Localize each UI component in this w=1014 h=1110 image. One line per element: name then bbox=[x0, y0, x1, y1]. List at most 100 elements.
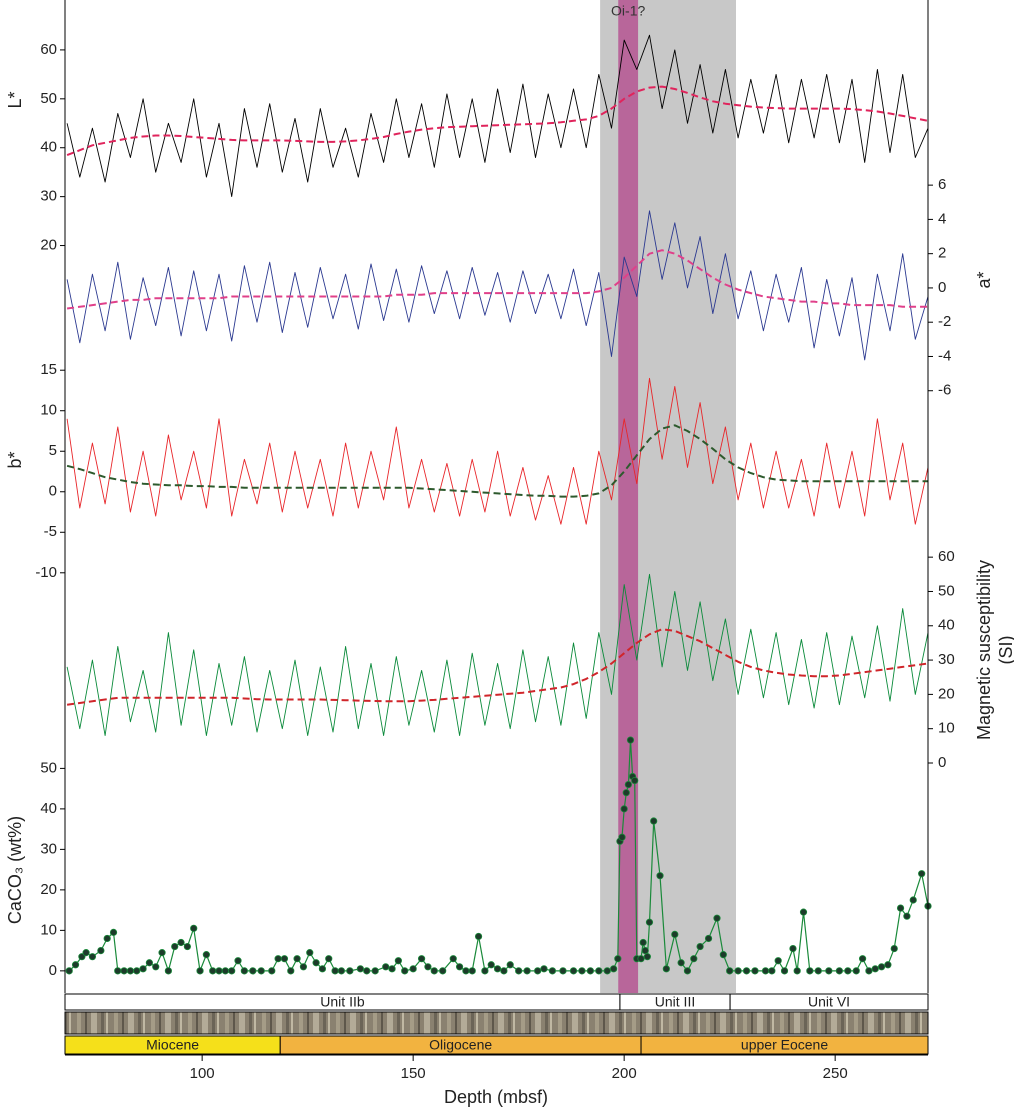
data-point bbox=[424, 963, 432, 971]
data-point bbox=[133, 967, 141, 975]
data-point bbox=[455, 963, 464, 971]
data-point bbox=[126, 967, 135, 975]
data-point bbox=[474, 932, 483, 941]
data-point bbox=[177, 938, 185, 947]
y-tick-label: 5 bbox=[49, 442, 57, 459]
data-point bbox=[877, 963, 886, 971]
data-point bbox=[371, 967, 379, 975]
unit-label: Unit III bbox=[655, 994, 695, 1010]
data-point bbox=[793, 967, 801, 975]
data-point bbox=[713, 914, 721, 922]
data-point bbox=[97, 947, 105, 955]
data-point bbox=[164, 967, 172, 975]
data-point bbox=[523, 967, 531, 975]
y-tick-label: -4 bbox=[938, 347, 951, 364]
data-point bbox=[158, 949, 166, 957]
data-point bbox=[468, 967, 476, 975]
data-point bbox=[109, 928, 118, 936]
y-tick-label: 0 bbox=[49, 962, 57, 979]
data-point bbox=[401, 967, 409, 975]
data-point bbox=[814, 967, 822, 975]
interval-band bbox=[618, 0, 639, 993]
data-point bbox=[903, 912, 911, 920]
y-axis-title: (SI) bbox=[996, 636, 1014, 665]
y-tick-label: 10 bbox=[40, 402, 57, 419]
data-point bbox=[656, 872, 664, 880]
y-tick-label: 50 bbox=[40, 759, 57, 776]
data-point bbox=[677, 959, 685, 967]
unit-label: Unit VI bbox=[808, 994, 850, 1010]
data-point bbox=[844, 967, 852, 975]
data-point bbox=[610, 965, 618, 973]
y-tick-label: 10 bbox=[938, 720, 955, 737]
y-axis-title: CaCO₃ (wt%) bbox=[5, 816, 25, 924]
data-point bbox=[196, 967, 204, 975]
data-point bbox=[88, 953, 97, 961]
data-line bbox=[66, 573, 929, 737]
unit-box bbox=[729, 993, 929, 1011]
y-tick-label: 20 bbox=[938, 685, 955, 702]
data-point bbox=[430, 967, 438, 975]
data-point bbox=[325, 955, 333, 963]
data-point bbox=[603, 967, 611, 975]
data-point bbox=[751, 967, 759, 975]
x-tick-label: 150 bbox=[401, 1065, 426, 1082]
data-point bbox=[548, 967, 557, 975]
data-point bbox=[618, 833, 626, 841]
x-tick-label: 100 bbox=[190, 1065, 215, 1082]
data-point bbox=[500, 967, 508, 975]
data-point bbox=[120, 967, 128, 975]
data-point bbox=[858, 955, 867, 963]
data-point bbox=[586, 967, 594, 975]
data-point bbox=[871, 965, 879, 973]
y-tick-label: 60 bbox=[40, 41, 57, 58]
data-point bbox=[734, 967, 742, 975]
data-point bbox=[228, 967, 236, 975]
data-point bbox=[293, 955, 301, 963]
data-point bbox=[346, 967, 354, 975]
data-point bbox=[515, 967, 523, 975]
data-point bbox=[209, 967, 217, 975]
data-point bbox=[865, 967, 873, 975]
y-tick-label: 60 bbox=[938, 548, 955, 565]
data-point bbox=[595, 967, 603, 975]
data-point bbox=[540, 965, 548, 973]
data-point bbox=[768, 967, 776, 975]
data-line bbox=[66, 210, 929, 361]
y-tick-label: 20 bbox=[40, 237, 57, 254]
data-line bbox=[68, 739, 929, 974]
data-point bbox=[221, 967, 229, 975]
data-point bbox=[152, 963, 160, 971]
data-point bbox=[631, 776, 639, 785]
data-line bbox=[66, 377, 929, 525]
data-point bbox=[462, 967, 470, 975]
data-point bbox=[620, 805, 628, 813]
data-point bbox=[835, 967, 843, 975]
data-point bbox=[268, 967, 276, 975]
data-point bbox=[356, 965, 365, 973]
data-point bbox=[641, 947, 649, 955]
data-point bbox=[388, 965, 396, 973]
x-tick-label: 200 bbox=[612, 1065, 637, 1082]
data-point bbox=[626, 736, 635, 744]
data-point bbox=[449, 955, 457, 963]
y-tick-label: 4 bbox=[938, 210, 946, 227]
data-point bbox=[318, 965, 327, 973]
data-point bbox=[337, 967, 346, 975]
y-tick-label: 30 bbox=[938, 651, 955, 668]
data-point bbox=[363, 967, 371, 975]
band-label: Oi-1? bbox=[611, 3, 645, 19]
y-tick-label: 40 bbox=[40, 139, 57, 156]
data-point bbox=[82, 949, 90, 957]
y-tick-label: -2 bbox=[938, 313, 951, 330]
y-axis-title: a* bbox=[974, 271, 994, 288]
data-point bbox=[650, 817, 658, 825]
data-point bbox=[331, 967, 339, 975]
data-point bbox=[171, 942, 179, 951]
data-point bbox=[578, 967, 586, 975]
y-tick-label: 30 bbox=[40, 188, 57, 205]
data-point bbox=[569, 967, 578, 975]
data-point bbox=[909, 896, 917, 904]
y-tick-label: -5 bbox=[44, 523, 57, 540]
